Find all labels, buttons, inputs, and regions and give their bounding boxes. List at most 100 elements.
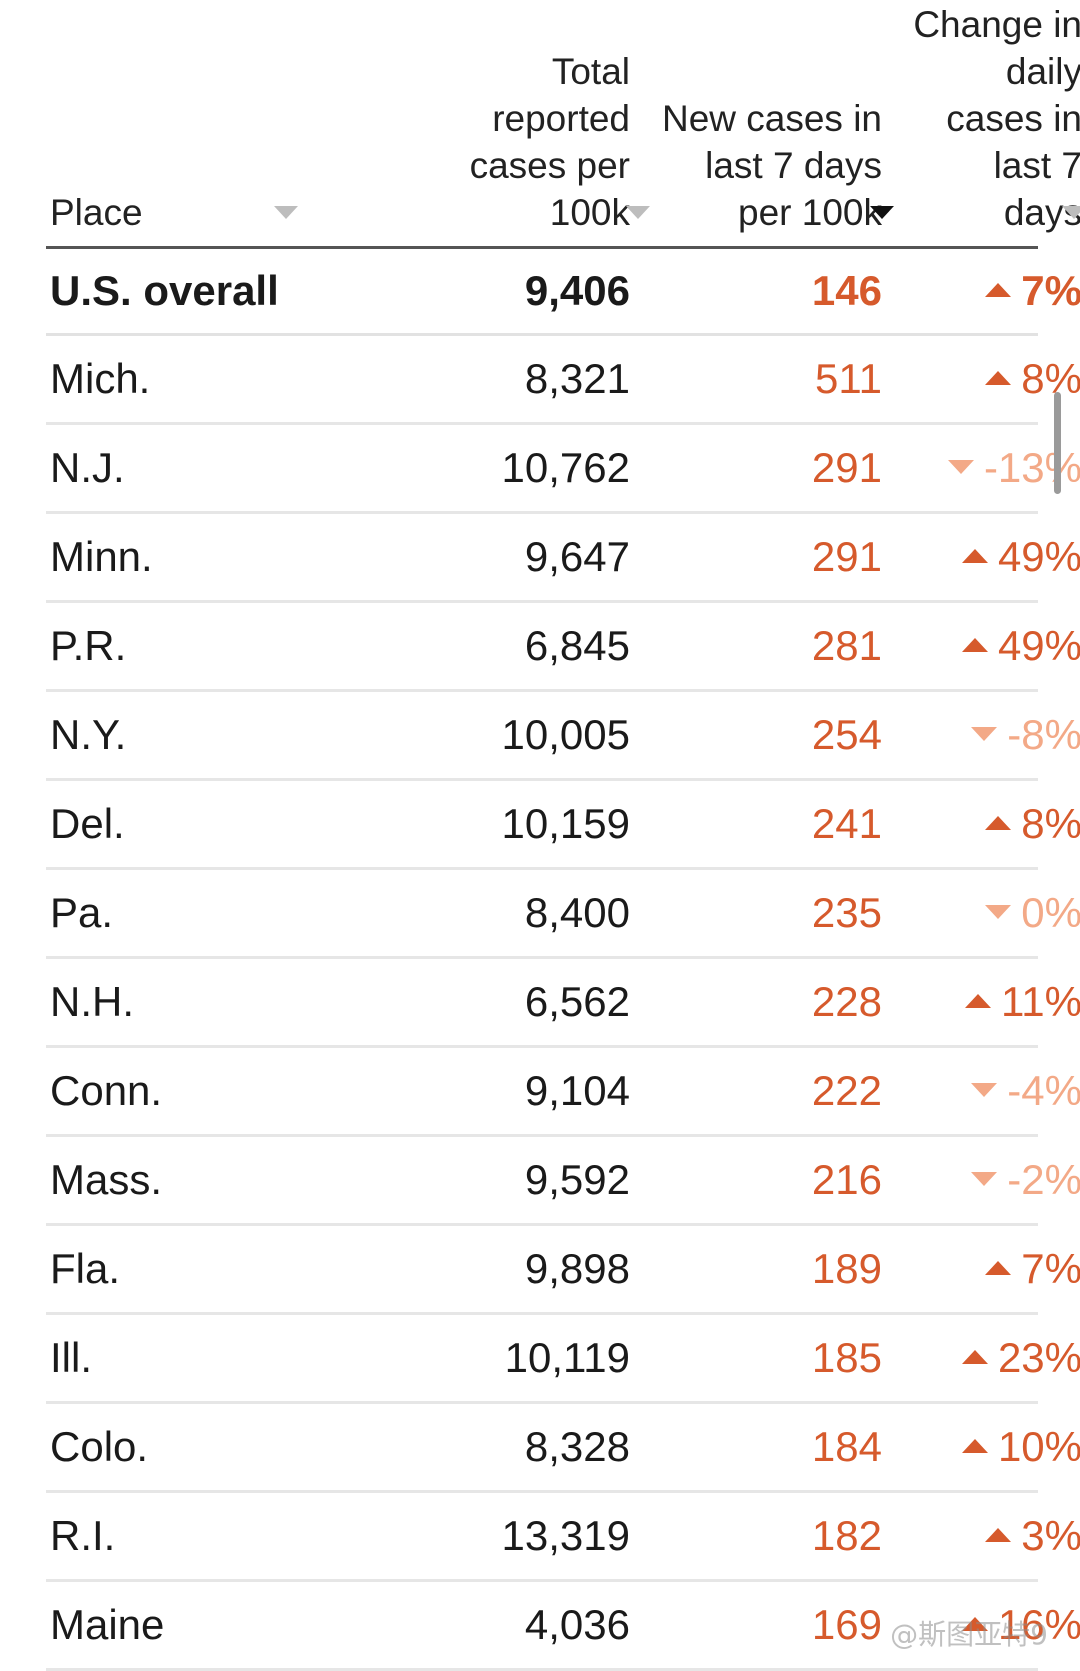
change-value: 10%: [997, 1423, 1080, 1470]
change-cell: 49%: [872, 603, 1080, 689]
column-header-place-label: Place: [50, 192, 143, 233]
change-cell: 0%: [872, 870, 1080, 956]
total-cases-cell: 9,406: [524, 267, 630, 314]
change-value: -8%: [1007, 711, 1080, 758]
total-cases-cell: 10,005: [501, 711, 630, 758]
new-cases-cell: 216: [811, 1156, 882, 1203]
change-cell: -4%: [872, 1048, 1080, 1134]
change-cell: -8%: [872, 692, 1080, 778]
column-header-change[interactable]: Change in daily cases in last 7 days: [872, 1, 1080, 236]
place-cell: P.R.: [50, 622, 127, 669]
new-cases-cell: 146: [811, 267, 882, 314]
place-cell: Minn.: [50, 533, 153, 580]
change-cell: 11%: [872, 959, 1080, 1045]
total-cases-cell: 8,328: [524, 1423, 630, 1470]
total-cases-cell: 6,562: [524, 978, 630, 1025]
trend-up-icon: [985, 282, 1012, 297]
column-header-new-cases[interactable]: New cases in last 7 days per 100k: [606, 95, 894, 236]
column-header-new-cases-label-last: per 100k: [738, 192, 882, 233]
place-cell: Colo.: [50, 1423, 149, 1470]
change-cell: 8%: [872, 781, 1080, 867]
column-header-total-cases[interactable]: Total reported cases per 100k: [400, 48, 650, 236]
column-header-change-label: Change in daily cases in last 7: [913, 4, 1080, 186]
total-cases-cell: 9,898: [524, 1245, 630, 1292]
total-cases-cell: 10,159: [501, 800, 630, 847]
place-cell: Fla.: [50, 1245, 121, 1292]
change-value: 23%: [997, 1334, 1080, 1381]
table-row: R.I. 13,319 182 3%: [46, 1493, 1080, 1582]
new-cases-cell: 511: [815, 355, 882, 402]
new-cases-cell: 254: [811, 711, 882, 758]
trend-up-icon: [985, 815, 1012, 830]
new-cases-cell: 291: [811, 533, 882, 580]
trend-up-icon: [961, 1349, 988, 1364]
place-cell: Mass.: [50, 1156, 163, 1203]
scrollbar[interactable]: [1054, 392, 1061, 494]
new-cases-cell: 185: [811, 1334, 882, 1381]
new-cases-cell: 222: [811, 1067, 882, 1114]
place-cell: Maine: [50, 1601, 165, 1648]
change-value: -4%: [1007, 1067, 1080, 1114]
change-cell: 49%: [872, 514, 1080, 600]
change-value: 0%: [1021, 889, 1080, 936]
change-value: 8%: [1021, 800, 1080, 847]
watermark: @斯图亚特9: [890, 1618, 1048, 1651]
new-cases-cell: 189: [811, 1245, 882, 1292]
sort-arrow-icon: [626, 206, 650, 219]
change-value: -2%: [1007, 1156, 1080, 1203]
change-cell: 7%: [872, 1226, 1080, 1312]
change-value: 3%: [1021, 1512, 1080, 1559]
trend-up-icon: [985, 1260, 1012, 1275]
new-cases-cell: 228: [811, 978, 882, 1025]
trend-up-icon: [961, 637, 988, 652]
place-cell: N.H.: [50, 978, 134, 1025]
table-row: Ill. 10,119 185 23%: [46, 1315, 1080, 1404]
place-cell: N.J.: [50, 444, 125, 491]
column-header-new-cases-label: New cases in last 7 days: [661, 98, 882, 186]
change-value: 7%: [1021, 267, 1080, 314]
sort-arrow-icon: [274, 206, 298, 219]
new-cases-cell: 241: [811, 800, 882, 847]
trend-up-icon: [985, 370, 1012, 385]
trend-down-icon: [947, 459, 974, 474]
change-cell: 16%: [872, 1582, 1080, 1668]
change-value: 49%: [997, 622, 1080, 669]
total-cases-cell: 4,036: [524, 1601, 630, 1648]
table-header: Place Total reported cases per 100k New …: [46, 0, 1080, 249]
new-cases-cell: 291: [811, 444, 882, 491]
total-cases-cell: 9,104: [524, 1067, 630, 1114]
column-header-total-label-last: 100k: [549, 192, 630, 233]
total-cases-cell: 10,119: [504, 1334, 630, 1381]
place-cell: Del.: [50, 800, 125, 847]
trend-down-icon: [971, 1171, 998, 1186]
table-row: Conn. 9,104 222 -4%: [46, 1048, 1080, 1137]
change-cell: -2%: [872, 1137, 1080, 1223]
table-row: P.R. 6,845 281 49%: [46, 603, 1080, 692]
total-cases-cell: 8,400: [524, 889, 630, 936]
place-cell: N.Y.: [50, 711, 127, 758]
trend-up-icon: [965, 993, 992, 1008]
place-cell: R.I.: [50, 1512, 116, 1559]
place-cell: Ill.: [50, 1334, 92, 1381]
table-row: Fla. 9,898 189 7%: [46, 1226, 1080, 1315]
trend-up-icon: [985, 1527, 1012, 1542]
change-value: 16%: [997, 1601, 1080, 1648]
change-value: -13%: [983, 444, 1080, 491]
new-cases-cell: 281: [811, 622, 882, 669]
place-cell: U.S. overall: [50, 267, 279, 314]
change-cell: 8%: [872, 336, 1080, 422]
change-cell: 7%: [872, 249, 1080, 333]
trend-down-icon: [985, 904, 1012, 919]
total-cases-cell: 6,845: [524, 622, 630, 669]
new-cases-cell: 169: [811, 1601, 882, 1648]
change-value: 49%: [997, 533, 1080, 580]
place-cell: Pa.: [50, 889, 114, 936]
table-row: Minn. 9,647 291 49%: [46, 514, 1080, 603]
total-cases-cell: 10,762: [501, 444, 630, 491]
table-row: Del. 10,159 241 8%: [46, 781, 1080, 870]
cases-table: Place Total reported cases per 100k New …: [46, 0, 1080, 1671]
column-header-place[interactable]: Place: [50, 189, 298, 236]
trend-down-icon: [971, 1082, 998, 1097]
table-row: Mich. 8,321 511 8%: [46, 336, 1080, 425]
trend-down-icon: [971, 726, 998, 741]
